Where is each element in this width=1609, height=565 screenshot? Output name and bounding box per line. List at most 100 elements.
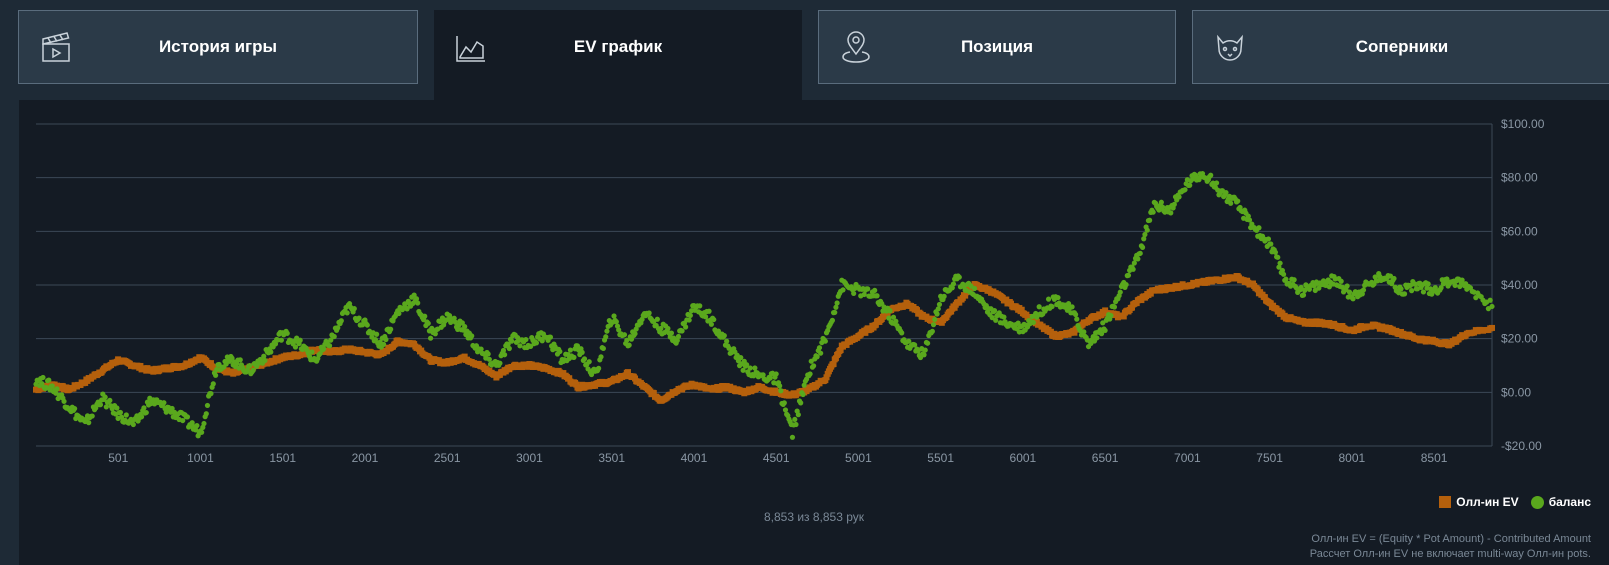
tab-position[interactable]: Позиция xyxy=(818,10,1176,84)
balance-point xyxy=(777,383,783,389)
balance-point xyxy=(459,320,465,326)
balance-point xyxy=(935,306,941,312)
x-tick-label: 5001 xyxy=(845,451,872,465)
legend-item-balance[interactable]: баланс xyxy=(1530,495,1591,509)
balance-point xyxy=(993,317,999,323)
balance-point xyxy=(950,281,957,287)
balance-point xyxy=(1283,276,1289,282)
balance-point xyxy=(189,420,195,426)
balance-point xyxy=(706,308,712,314)
balance-point xyxy=(1223,190,1229,196)
ev-chart-panel: -$20.00 $0.00 $20.00 $40.00 $60.00 $80.00 $100… xyxy=(19,100,1609,565)
balance-point xyxy=(912,342,918,348)
balance-point xyxy=(1291,277,1297,283)
balance-point xyxy=(388,326,394,332)
legend-item-ev[interactable]: Олл-ин EV xyxy=(1439,495,1519,509)
balance-point xyxy=(161,400,167,406)
balance-point xyxy=(141,405,147,411)
balance-point xyxy=(822,338,828,344)
ev-point xyxy=(956,299,963,306)
balance-point xyxy=(686,317,692,323)
balance-point xyxy=(586,359,592,365)
balance-point xyxy=(1001,314,1007,320)
ev-point xyxy=(624,369,631,376)
y-tick-label: $100.00 xyxy=(1501,117,1545,131)
balance-point xyxy=(1182,187,1188,193)
balance-point xyxy=(1391,275,1397,282)
balance-point xyxy=(1142,231,1148,238)
balance-point xyxy=(782,407,789,413)
balance-point xyxy=(890,314,897,320)
balance-point xyxy=(1069,304,1075,310)
balance-point xyxy=(1055,294,1061,301)
ev-point xyxy=(426,354,433,361)
balance-point xyxy=(760,372,766,378)
balance-point xyxy=(632,331,638,337)
ev-point xyxy=(207,360,214,367)
balance-point xyxy=(1108,312,1114,319)
balance-point xyxy=(261,353,267,359)
balance-point xyxy=(1268,241,1274,247)
balance-point xyxy=(798,400,804,406)
balance-point xyxy=(208,391,214,397)
ev-point xyxy=(461,353,468,360)
series-ev xyxy=(33,273,1495,404)
x-tick-label: 6501 xyxy=(1092,451,1119,465)
balance-point xyxy=(604,328,610,334)
cat-face-icon xyxy=(1217,34,1243,61)
balance-point xyxy=(40,374,46,381)
x-tick-label: 6001 xyxy=(1010,451,1037,465)
balance-point xyxy=(679,328,685,334)
balance-point xyxy=(223,361,229,367)
balance-point xyxy=(628,336,635,342)
balance-point xyxy=(199,429,205,435)
balance-point xyxy=(1139,244,1146,250)
balance-point xyxy=(807,371,813,377)
balance-point xyxy=(865,286,871,292)
balance-point xyxy=(203,411,209,417)
balance-point xyxy=(687,312,693,319)
balance-point xyxy=(557,348,563,355)
ev-point xyxy=(830,360,837,367)
series-balance xyxy=(33,170,1495,440)
balance-point xyxy=(54,386,60,392)
balance-point xyxy=(61,398,67,404)
note-line-2: Рассчет Олл-ин EV не включает multi-way … xyxy=(1309,548,1591,560)
balance-point xyxy=(284,330,290,336)
balance-point xyxy=(814,354,820,360)
balance-point xyxy=(665,325,671,332)
balance-point xyxy=(834,300,840,306)
balance-point xyxy=(778,388,784,394)
balance-point xyxy=(452,319,458,325)
balance-point xyxy=(528,343,534,350)
balance-point xyxy=(272,341,279,347)
tab-ev-graph[interactable]: EV график xyxy=(434,10,802,100)
ev-point xyxy=(650,390,657,397)
balance-point xyxy=(715,328,722,334)
x-tick-label: 501 xyxy=(108,451,128,465)
balance-point xyxy=(533,340,540,346)
tab-opponents[interactable]: Соперники xyxy=(1192,10,1609,84)
balance-point xyxy=(123,412,129,418)
x-tick-label: 1001 xyxy=(187,451,214,465)
balance-point xyxy=(1265,236,1272,242)
balance-point xyxy=(789,434,796,440)
balance-point xyxy=(500,347,507,354)
balance-point xyxy=(247,363,253,369)
balance-point xyxy=(229,355,235,361)
balance-point xyxy=(833,304,839,310)
tab-game-history[interactable]: История игры xyxy=(18,10,418,84)
balance-point xyxy=(851,290,857,297)
balance-point xyxy=(574,343,581,349)
balance-point xyxy=(451,315,457,321)
ev-point xyxy=(1128,304,1135,311)
balance-point xyxy=(1228,200,1234,206)
balance-point xyxy=(278,337,284,343)
balance-point xyxy=(1359,291,1365,297)
balance-point xyxy=(818,350,824,356)
balance-point xyxy=(89,413,95,419)
balance-point xyxy=(462,324,468,330)
balance-point xyxy=(1280,271,1287,277)
tab-bar: История игры EV график Позиция xyxy=(0,0,1609,100)
balance-point xyxy=(1123,282,1129,288)
